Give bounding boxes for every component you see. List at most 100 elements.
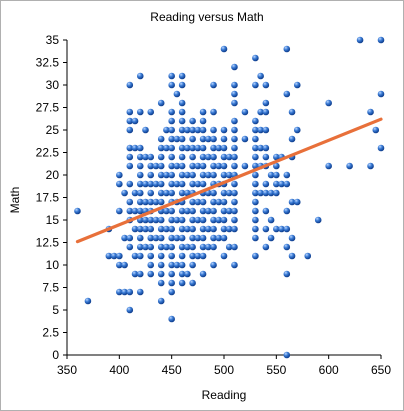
axes: [63, 39, 382, 359]
data-point: [267, 216, 275, 224]
y-tick-label: 5: [52, 303, 59, 317]
data-point: [199, 207, 207, 215]
data-point: [262, 126, 270, 134]
data-point: [220, 45, 228, 53]
data-point: [163, 144, 170, 152]
data-point: [178, 117, 186, 125]
x-tick-label: 450: [162, 363, 182, 377]
data-point: [288, 135, 296, 143]
data-point: [372, 126, 380, 134]
data-point: [283, 351, 291, 359]
data-point: [304, 252, 312, 260]
data-point: [168, 243, 175, 251]
data-point: [189, 180, 196, 188]
data-point: [168, 126, 175, 134]
data-point: [136, 180, 144, 188]
data-point: [178, 216, 186, 224]
data-point: [231, 153, 238, 161]
data-point: [194, 126, 202, 134]
data-point: [205, 243, 212, 251]
data-point: [168, 279, 175, 287]
data-point: [252, 126, 259, 134]
data-point: [152, 180, 160, 188]
data-point: [231, 135, 238, 143]
data-point: [231, 90, 238, 98]
data-point: [126, 81, 134, 89]
data-point: [152, 198, 160, 206]
y-tick-label: 0: [52, 348, 59, 362]
y-tick-label: 12.5: [36, 236, 60, 250]
data-point: [136, 198, 144, 206]
data-point: [231, 225, 238, 233]
data-point: [189, 153, 196, 161]
data-point: [136, 270, 144, 278]
x-tick-label: 400: [109, 363, 129, 377]
data-point: [136, 288, 144, 296]
data-point: [136, 108, 144, 116]
data-point: [168, 270, 175, 278]
data-point: [168, 252, 175, 260]
data-point: [210, 234, 217, 242]
data-point: [262, 108, 270, 116]
data-point: [74, 207, 81, 215]
data-point: [147, 171, 155, 179]
data-point: [288, 108, 296, 116]
data-point: [199, 225, 207, 233]
data-point: [184, 243, 191, 251]
y-tick-label: 25: [46, 123, 60, 137]
data-point: [293, 81, 301, 89]
data-point: [157, 270, 165, 278]
data-point: [178, 270, 186, 278]
data-point: [168, 153, 175, 161]
data-point: [241, 135, 249, 143]
data-point: [199, 216, 207, 224]
data-point: [262, 180, 270, 188]
data-point: [173, 162, 181, 170]
data-point: [173, 234, 181, 242]
data-point: [283, 225, 291, 233]
data-point: [136, 189, 144, 197]
data-point: [157, 234, 165, 242]
data-point: [147, 261, 155, 269]
data-point: [189, 126, 196, 134]
x-tick-label: 600: [319, 363, 339, 377]
data-point: [168, 225, 175, 233]
data-point: [157, 252, 165, 260]
data-point: [293, 198, 301, 206]
data-point: [199, 252, 207, 260]
data-point: [136, 234, 144, 242]
data-point: [126, 306, 134, 314]
data-point: [184, 189, 191, 197]
data-point: [225, 207, 233, 215]
data-point: [105, 252, 113, 260]
data-point: [199, 144, 207, 152]
y-tick-label: 7.5: [42, 281, 59, 295]
data-point: [252, 117, 259, 125]
data-point: [163, 126, 170, 134]
y-tick-label: 15: [46, 213, 60, 227]
data-point: [367, 162, 374, 170]
data-point: [231, 198, 238, 206]
data-point: [147, 153, 155, 161]
data-point: [147, 234, 155, 242]
data-point: [136, 144, 144, 152]
data-point: [116, 207, 123, 215]
y-tick-label: 30: [46, 78, 60, 92]
data-point: [278, 180, 285, 188]
data-point: [168, 288, 175, 296]
data-point: [147, 216, 155, 224]
data-point: [157, 99, 165, 107]
data-point: [194, 180, 202, 188]
data-point: [288, 234, 296, 242]
data-point: [126, 243, 134, 251]
data-point: [157, 216, 165, 224]
data-point: [199, 135, 207, 143]
data-point: [293, 126, 301, 134]
data-point: [288, 198, 296, 206]
data-point: [178, 162, 186, 170]
data-point: [257, 108, 264, 116]
data-point: [283, 270, 291, 278]
data-points: [74, 36, 385, 359]
data-point: [220, 216, 228, 224]
data-point: [116, 180, 123, 188]
